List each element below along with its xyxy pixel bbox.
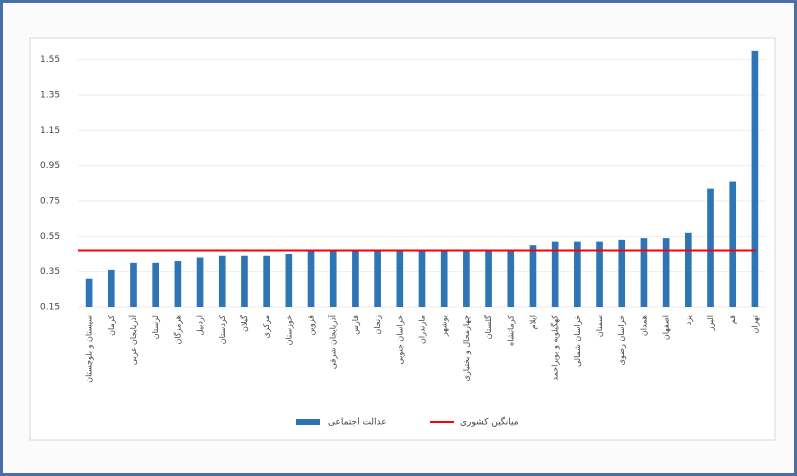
legend-label: عدالت اجتماعی (328, 418, 387, 428)
bar (684, 232, 692, 307)
bar (352, 250, 359, 307)
x-tick-label: سیستان و بلوچستان (85, 315, 94, 383)
y-tick-label: 0.35 (40, 267, 60, 277)
bar (485, 250, 492, 307)
y-tick-label: 1.15 (40, 126, 60, 136)
bar (618, 239, 626, 307)
x-tick-label: البرز (706, 315, 715, 331)
x-tick-label: بوشهر (440, 315, 449, 337)
bar (130, 262, 137, 307)
x-tick-label: کردستان (218, 315, 227, 344)
bar (196, 257, 204, 307)
x-tick-label: خراسان رضوی (617, 315, 626, 365)
bar (263, 255, 270, 307)
chart-area (29, 37, 776, 441)
x-tick-label: کهگیلویه و بویراحمد (550, 315, 560, 381)
x-tick-label: کرمانشاه (506, 315, 515, 346)
x-tick-label: چهارمحال و بختیاری (462, 315, 471, 381)
bar (729, 181, 737, 307)
x-tick-label: همدان (639, 315, 648, 336)
bar (307, 250, 315, 307)
bar (218, 255, 226, 307)
x-tick-label: اردبیل (196, 315, 205, 335)
x-tick-label: آذربایجان شرقی (328, 314, 338, 369)
x-tick-label: زنجان (373, 315, 382, 335)
legend-swatch (296, 419, 320, 425)
y-tick-label: 1.55 (40, 55, 60, 65)
bar (329, 250, 337, 307)
x-tick-label: قزوین (307, 315, 316, 336)
y-tick-label: 0.95 (40, 161, 60, 171)
bar (640, 238, 648, 307)
legend-label: میانگین کشوری (460, 416, 519, 428)
x-tick-label: یزد (684, 315, 693, 325)
x-tick-label: تهران (750, 315, 759, 333)
bar (596, 241, 603, 307)
x-tick-label: اصفهان (662, 315, 671, 340)
bar (396, 250, 404, 307)
x-tick-label: گلستان (483, 315, 493, 340)
y-tick-label: 0.15 (40, 303, 60, 313)
bar (751, 50, 759, 307)
y-tick-label: 1.35 (40, 91, 60, 101)
y-tick-label: 0.75 (40, 197, 60, 207)
bar (463, 250, 470, 307)
x-tick-label: فارس (351, 315, 360, 335)
x-tick-label: گیلان (239, 315, 249, 332)
bar (374, 250, 381, 307)
x-tick-label: قم (728, 315, 737, 324)
bar (507, 250, 515, 307)
x-tick-label: سمنان (595, 315, 604, 337)
bar (707, 188, 714, 307)
bar (574, 241, 581, 307)
x-tick-label: هرمزگان (172, 315, 182, 344)
bar (551, 241, 559, 307)
bar (174, 261, 182, 307)
bar (440, 250, 448, 307)
x-tick-label: مازندران (418, 315, 427, 344)
x-tick-label: خراسان جنوبی (395, 315, 404, 365)
x-tick-label: ایلام (528, 315, 537, 329)
bar (529, 245, 537, 307)
bar (418, 250, 426, 307)
x-tick-label: لرستان (151, 315, 160, 339)
x-tick-label: خراسان شمالی (573, 315, 582, 367)
y-tick-label: 0.55 (40, 232, 60, 242)
bar (85, 278, 93, 307)
x-tick-label: مرکزی (262, 315, 271, 338)
bar (285, 254, 293, 307)
bar (241, 255, 248, 307)
x-tick-label: آذربایجان غربی (128, 314, 138, 365)
bar (107, 269, 115, 307)
x-tick-label: خوزستان (284, 315, 293, 345)
x-tick-label: کرمان (107, 315, 116, 336)
bar (662, 238, 670, 307)
bar (152, 262, 160, 307)
